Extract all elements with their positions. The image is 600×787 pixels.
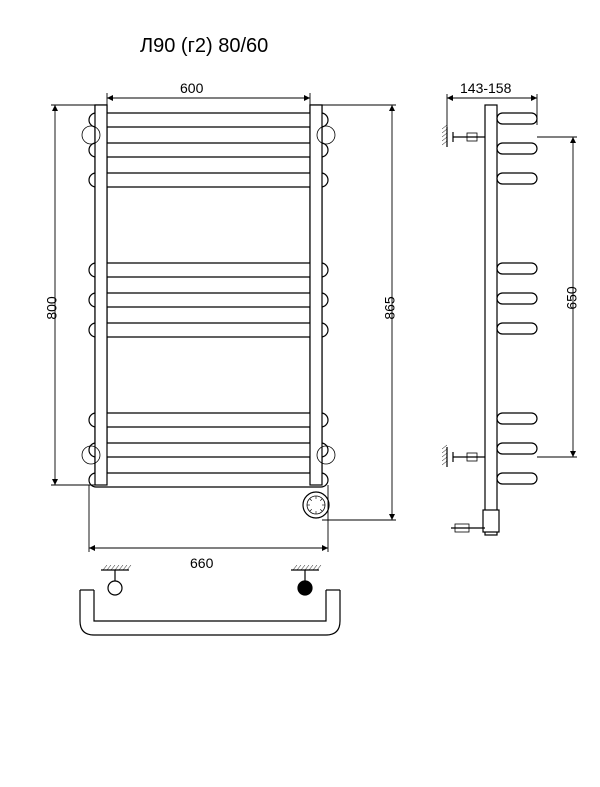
technical-drawing	[0, 0, 600, 787]
drawing-canvas: Л90 (г2) 80/60 600 143-158 800 865 650 6…	[0, 0, 600, 787]
